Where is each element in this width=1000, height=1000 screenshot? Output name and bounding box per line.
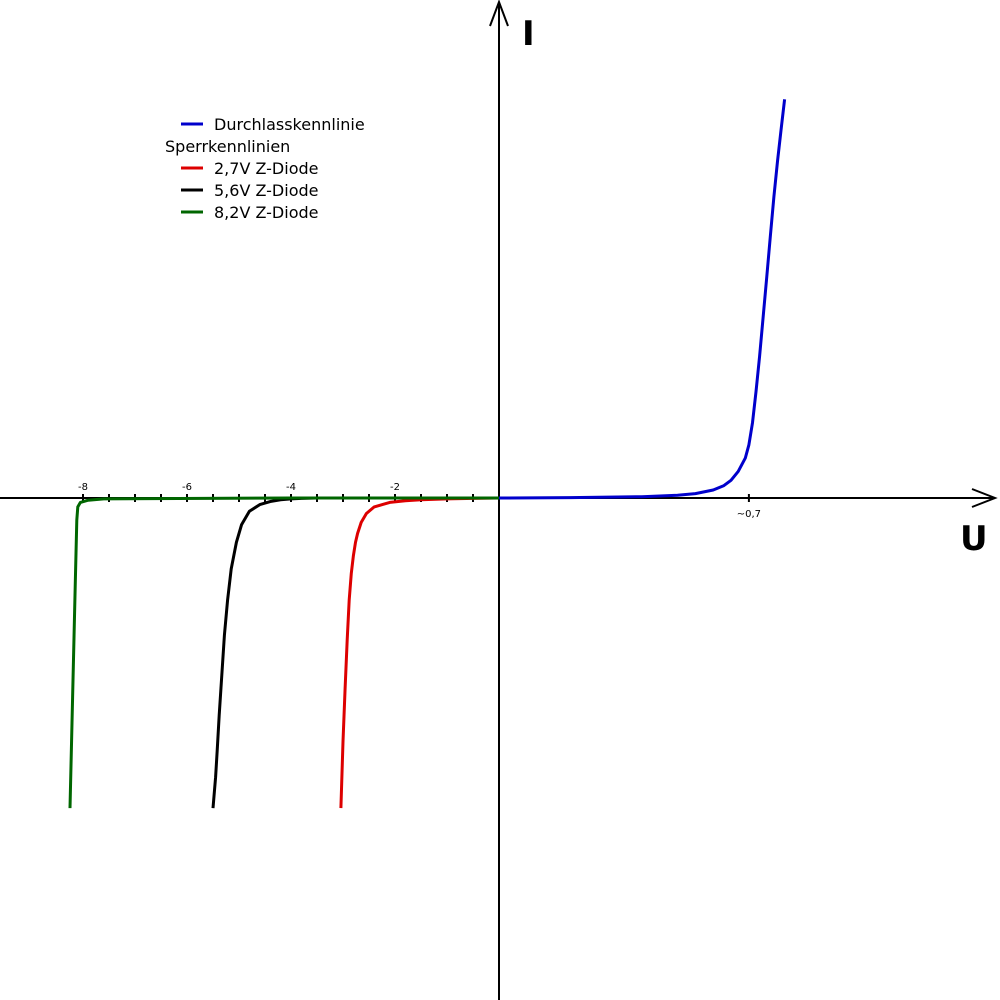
x-axis-title: U bbox=[960, 519, 988, 559]
legend-label-5-6v: 5,6V Z-Diode bbox=[214, 181, 318, 200]
series-line-2 bbox=[211, 496, 318, 809]
y-axis-arrow bbox=[489, 0, 509, 27]
legend-label-8-2v: 8,2V Z-Diode bbox=[214, 203, 318, 222]
legend: Durchlasskennlinie Sperrkennlinien 2,7V … bbox=[165, 115, 365, 222]
x-tick-label: ~0,7 bbox=[737, 509, 761, 520]
series-line-3 bbox=[68, 496, 499, 809]
x-tick-label: -4 bbox=[286, 482, 296, 493]
x-axis-arrow bbox=[971, 488, 998, 508]
tick-labels: -8 -6 -4 -2 ~0,7 bbox=[78, 482, 761, 520]
series-layer bbox=[68, 99, 787, 809]
legend-label-durchlass: Durchlasskennlinie bbox=[214, 115, 365, 134]
x-tick-label: -8 bbox=[78, 482, 88, 493]
series-line-0 bbox=[498, 99, 787, 500]
y-axis-title: I bbox=[522, 14, 535, 54]
x-tick-label: -2 bbox=[390, 482, 400, 493]
series-line-1 bbox=[339, 496, 500, 809]
x-tick-label: -6 bbox=[182, 482, 192, 493]
legend-label-2-7v: 2,7V Z-Diode bbox=[214, 159, 318, 178]
legend-label-sperr: Sperrkennlinien bbox=[165, 137, 290, 156]
